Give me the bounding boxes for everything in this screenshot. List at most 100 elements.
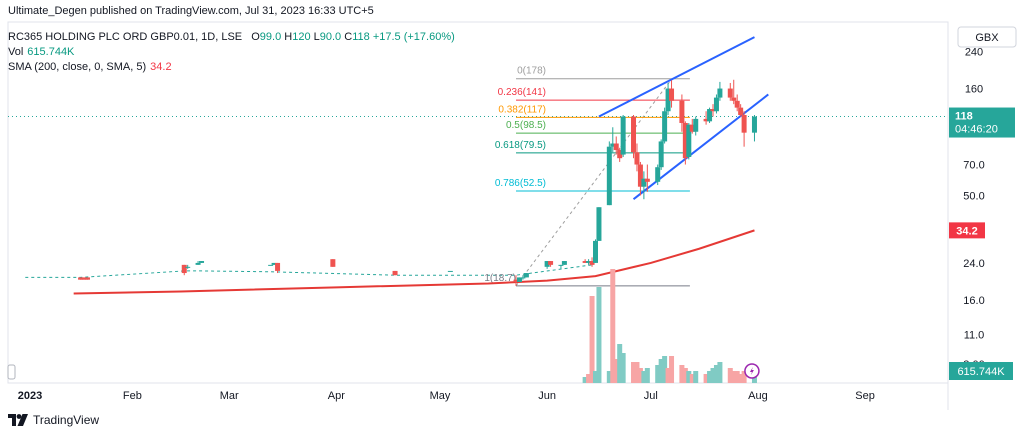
sma-badge xyxy=(949,222,985,239)
low-value: 90.0 xyxy=(319,31,342,43)
sma-label[interactable]: SMA (200, close, 0, SMA, 5) xyxy=(8,61,147,73)
volume-bar xyxy=(713,365,719,383)
currency-box xyxy=(957,26,1017,48)
close-value: 118 xyxy=(352,31,370,43)
x-tick-label: Jun xyxy=(538,390,556,402)
volume-bar xyxy=(669,356,675,383)
volume-bar xyxy=(703,374,709,383)
volume-bar xyxy=(637,368,643,383)
tradingview-logo-icon[interactable] xyxy=(8,414,28,426)
volume-bar xyxy=(634,362,640,383)
volume-bar xyxy=(727,368,733,383)
fib-level-label: 0.382(117) xyxy=(498,104,546,115)
candle-body xyxy=(703,118,709,122)
currency-label[interactable]: GBX xyxy=(975,32,999,44)
volume-bar xyxy=(679,365,685,383)
volume-bar xyxy=(741,371,747,383)
volume-bar xyxy=(610,269,616,383)
volume-legend: Vol 615.744K xyxy=(8,45,74,59)
volume-value: 615.744K xyxy=(27,46,75,58)
low-label: L xyxy=(313,31,320,43)
candle-body xyxy=(606,146,612,206)
volume-bar xyxy=(707,371,713,383)
volume-bar xyxy=(613,359,619,383)
volume-bar xyxy=(717,362,723,383)
fib-level-label: 0.786(52.5) xyxy=(495,178,546,189)
volume-bar xyxy=(589,296,595,383)
fib-level-label: 1(18.7) xyxy=(484,273,516,284)
candle-body xyxy=(717,88,723,98)
plot-frame xyxy=(7,21,949,384)
volume-bar xyxy=(693,371,699,383)
volume-bar xyxy=(596,287,602,383)
flat-price-trace xyxy=(25,264,593,278)
candle-body xyxy=(665,88,671,112)
candle-body xyxy=(741,114,747,133)
candle-body xyxy=(655,167,661,182)
y-tick-label: 50.0 xyxy=(963,190,984,202)
candle-body xyxy=(734,100,740,108)
symbol-legend: RC365 HOLDING PLC ORD GBP0.01, 1D, LSE O… xyxy=(8,30,455,44)
candle-body xyxy=(392,270,398,276)
fib-trend-line xyxy=(515,78,673,287)
last-price-badge-value: 118 xyxy=(955,111,973,123)
volume-bar xyxy=(682,368,688,383)
volume-bar xyxy=(620,353,626,383)
scroll-handle[interactable] xyxy=(7,364,16,380)
symbol-name[interactable]: RC365 HOLDING PLC ORD GBP0.01, 1D, LSE xyxy=(8,31,243,43)
volume-bar xyxy=(617,344,623,383)
candle-body xyxy=(634,152,640,165)
candle-body xyxy=(582,261,588,263)
candle-body xyxy=(637,164,643,187)
candle-body xyxy=(330,259,336,267)
candle-body xyxy=(81,277,87,280)
last-price-badge xyxy=(949,107,1015,138)
sma-line xyxy=(73,229,755,295)
last-price-badge-countdown: 04:46:20 xyxy=(955,124,998,136)
candle-body xyxy=(710,109,716,112)
candle-body xyxy=(669,88,675,101)
volume-label[interactable]: Vol xyxy=(8,46,24,58)
candle-body xyxy=(516,277,522,283)
candle-body xyxy=(195,262,201,265)
volume-bar xyxy=(593,371,598,383)
candle-body xyxy=(548,261,554,265)
candle-body xyxy=(631,116,637,153)
y-tick-label: 70.0 xyxy=(963,160,984,172)
high-label: H xyxy=(284,31,293,43)
sma-value: 34.2 xyxy=(150,61,172,73)
candle-body xyxy=(613,143,619,150)
candle-body xyxy=(620,116,626,155)
x-tick-label: Apr xyxy=(328,390,345,402)
lightning-glyph xyxy=(749,367,754,375)
x-tick-label: Mar xyxy=(220,390,239,402)
high-value: 120 xyxy=(292,31,311,43)
candle-body xyxy=(523,273,529,278)
candle-body xyxy=(644,178,650,182)
fib-level-label: 0.236(141) xyxy=(498,87,546,98)
candle-body xyxy=(520,277,526,279)
candle-body xyxy=(610,143,616,147)
candle-body xyxy=(275,262,281,271)
channel-line xyxy=(598,36,755,118)
candle-body xyxy=(617,149,623,159)
volume-bar xyxy=(658,359,664,383)
close-label: C xyxy=(344,31,353,43)
footer: TradingView xyxy=(8,413,99,427)
tradingview-brand[interactable]: TradingView xyxy=(33,413,100,427)
candle-body xyxy=(589,261,595,265)
candle-body xyxy=(731,97,737,101)
sma-badge-value: 34.2 xyxy=(956,225,977,237)
volume-bar xyxy=(734,371,740,383)
volume-bar xyxy=(689,374,695,383)
candle-body xyxy=(513,279,519,283)
candle-body xyxy=(738,107,744,115)
sma-legend: SMA (200, close, 0, SMA, 5) 34.2 xyxy=(8,60,172,74)
y-tick-label: 160 xyxy=(965,84,983,96)
volume-bar xyxy=(644,368,650,383)
y-tick-label: 11.0 xyxy=(964,330,985,342)
fib-level-label: 0(178) xyxy=(517,66,546,77)
candle-body xyxy=(682,122,688,159)
candle-body xyxy=(181,264,187,274)
